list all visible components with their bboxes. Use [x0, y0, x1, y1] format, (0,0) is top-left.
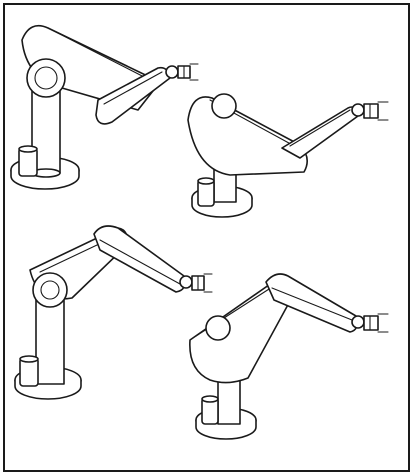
robot-column [35, 297, 65, 385]
robot-top-left [10, 24, 199, 190]
robot-top-right [187, 93, 389, 218]
robot-bottom-right [189, 273, 389, 440]
robot-forearm [95, 66, 171, 125]
robot-shoulder-joint [211, 93, 237, 119]
robot-shoulder-joint [205, 315, 231, 341]
robot-wrist [165, 65, 179, 79]
robot-gripper [363, 315, 379, 331]
robot-wrist [351, 103, 365, 117]
robot-wrist [351, 315, 365, 329]
robot-shoulder-joint [26, 58, 66, 98]
robot-shoulder-joint [32, 272, 68, 308]
robot-bottom-left [14, 225, 213, 400]
robot-wrist [179, 275, 193, 289]
robot-gripper [363, 103, 379, 119]
